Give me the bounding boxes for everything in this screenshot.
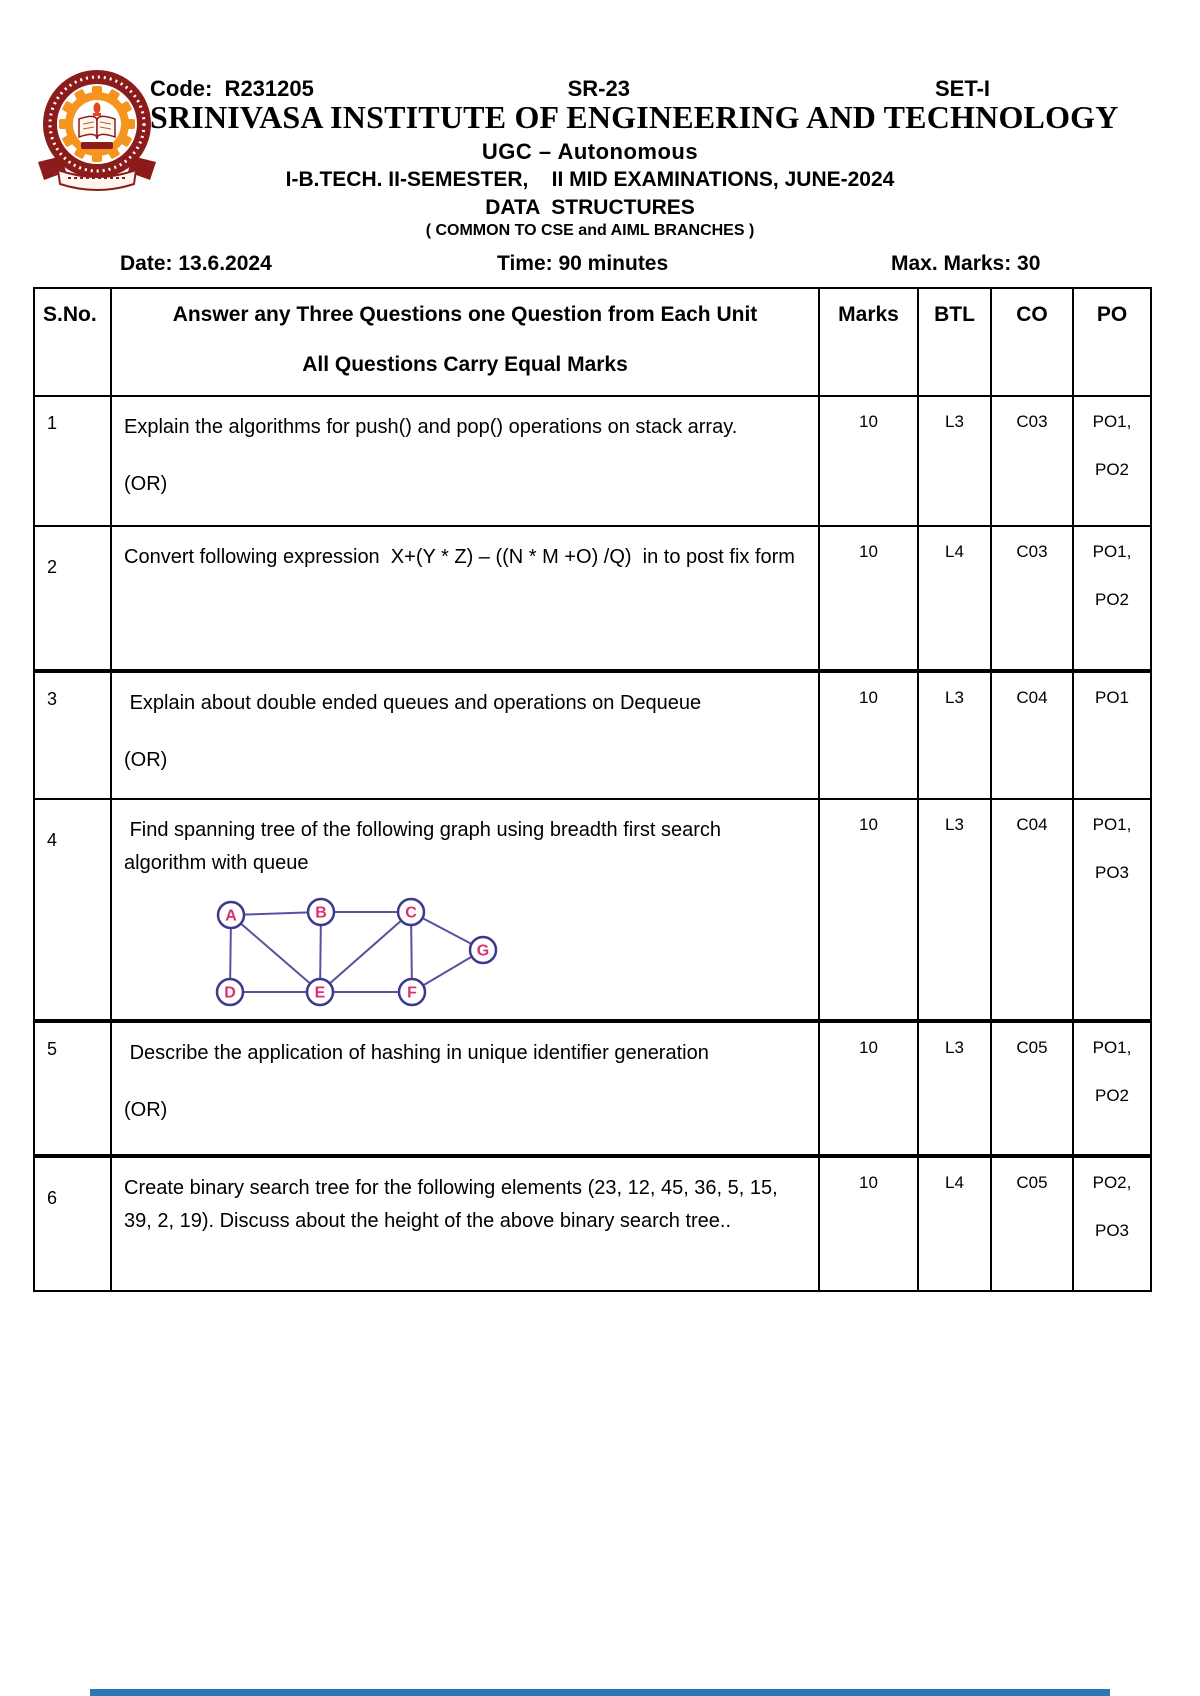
graph-figure: A B C G D E F xyxy=(186,888,804,1014)
subject-title: DATA STRUCTURES xyxy=(485,196,695,219)
co-value: C03 xyxy=(990,395,1074,527)
question-text: Create binary search tree for the follow… xyxy=(124,1177,784,1232)
bfs-graph: A B C G D E F xyxy=(215,897,498,1007)
svg-text:F: F xyxy=(407,985,417,1002)
max-marks: Max. Marks: 30 xyxy=(891,252,1041,275)
po-value: PO1, PO2 xyxy=(1072,525,1152,673)
institute-name: SRINIVASA INSTITUTE OF ENGINEERING AND T… xyxy=(150,99,1119,135)
co-value: C05 xyxy=(990,1020,1074,1158)
header-top-line: Code: R231205 SR-23 SET-I xyxy=(0,76,1200,102)
table-row: 4 Find spanning tree of the following gr… xyxy=(33,798,1152,1023)
logo-ring-text xyxy=(48,75,146,173)
table-row: 2 Convert following expression X+(Y * Z)… xyxy=(33,525,1152,673)
col-header-po: PO xyxy=(1072,287,1152,397)
equal-marks-note: All Questions Carry Equal Marks xyxy=(302,353,628,376)
col-header-marks: Marks xyxy=(818,287,919,397)
question-text: Describe the application of hashing in u… xyxy=(124,1042,709,1064)
po-value: PO2, PO3 xyxy=(1072,1155,1152,1292)
btl-value: L4 xyxy=(917,1155,992,1292)
questions-table: S.No. Answer any Three Questions one Que… xyxy=(33,287,1152,1292)
svg-text:G: G xyxy=(477,943,489,960)
btl-value: L4 xyxy=(917,525,992,673)
btl-value: L3 xyxy=(917,395,992,527)
exam-line: I-B.TECH. II-SEMESTER, II MID EXAMINATIO… xyxy=(285,168,895,191)
table-row: 1 Explain the algorithms for push() and … xyxy=(33,395,1152,527)
col-header-co: CO xyxy=(990,287,1074,397)
po-value: PO1 xyxy=(1072,670,1152,800)
btl-value: L3 xyxy=(917,670,992,800)
po-value: PO1, PO3 xyxy=(1072,798,1152,1023)
question-number: 4 xyxy=(33,798,112,1023)
table-row: 5 Describe the application of hashing in… xyxy=(33,1020,1152,1158)
table-header-row: S.No. Answer any Three Questions one Que… xyxy=(33,287,1152,397)
svg-text:B: B xyxy=(315,905,327,922)
exam-date: Date: 13.6.2024 xyxy=(120,252,272,275)
table-row: 6 Create binary search tree for the foll… xyxy=(33,1155,1152,1292)
question-text: Explain the algorithms for push() and po… xyxy=(124,416,738,438)
common-branches-line: ( COMMON TO CSE and AIML BRANCHES ) xyxy=(425,222,755,239)
table-row: 3 Explain about double ended queues and … xyxy=(33,670,1152,800)
or-separator: (OR) xyxy=(124,1099,168,1121)
question-number: 5 xyxy=(33,1020,112,1158)
co-value: C04 xyxy=(990,798,1074,1023)
svg-text:E: E xyxy=(315,985,326,1002)
co-value: C05 xyxy=(990,1155,1074,1292)
date-time-marks-line: Date: 13.6.2024 Time: 90 minutes Max. Ma… xyxy=(0,252,1200,282)
marks-value: 10 xyxy=(818,1020,919,1158)
marks-value: 10 xyxy=(818,395,919,527)
btl-value: L3 xyxy=(917,1020,992,1158)
co-value: C03 xyxy=(990,525,1074,673)
col-header-btl: BTL xyxy=(917,287,992,397)
or-separator: (OR) xyxy=(124,749,168,771)
institute-logo-icon xyxy=(38,70,156,191)
question-number: 3 xyxy=(33,670,112,800)
svg-text:D: D xyxy=(224,985,236,1002)
marks-value: 10 xyxy=(818,670,919,800)
svg-text:C: C xyxy=(405,905,417,922)
po-value: PO1, PO2 xyxy=(1072,395,1152,527)
question-number: 2 xyxy=(33,525,112,673)
co-value: C04 xyxy=(990,670,1074,800)
marks-value: 10 xyxy=(818,798,919,1023)
logo-motto-scroll xyxy=(56,168,138,191)
regulation-code: SR-23 xyxy=(567,76,630,101)
book-icon xyxy=(78,102,116,140)
col-header-question: Answer any Three Questions one Question … xyxy=(110,287,820,397)
question-number: 6 xyxy=(33,1155,112,1292)
svg-text:A: A xyxy=(225,908,237,925)
question-number: 1 xyxy=(33,395,112,527)
next-page-edge-bar xyxy=(90,1689,1110,1696)
question-text: Find spanning tree of the following grap… xyxy=(124,819,727,874)
logo-estd-band xyxy=(81,142,113,149)
question-text: Convert following expression X+(Y * Z) –… xyxy=(124,546,795,568)
paper-code: Code: R231205 xyxy=(150,76,314,101)
marks-value: 10 xyxy=(818,1155,919,1292)
po-value: PO1, PO2 xyxy=(1072,1020,1152,1158)
col-header-sno: S.No. xyxy=(33,287,112,397)
set-label: SET-I xyxy=(935,76,991,101)
exam-duration: Time: 90 minutes xyxy=(497,252,669,275)
question-text: Explain about double ended queues and op… xyxy=(124,692,702,714)
btl-value: L3 xyxy=(917,798,992,1023)
or-separator: (OR) xyxy=(124,473,168,495)
marks-value: 10 xyxy=(818,525,919,673)
autonomy-line: UGC – Autonomous xyxy=(481,139,699,164)
